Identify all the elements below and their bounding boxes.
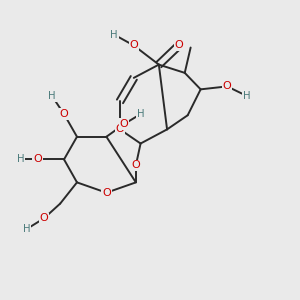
Text: H: H bbox=[17, 154, 25, 164]
Text: O: O bbox=[175, 40, 183, 50]
Text: O: O bbox=[223, 81, 232, 92]
Text: O: O bbox=[131, 160, 140, 170]
Text: H: H bbox=[23, 224, 31, 234]
Text: O: O bbox=[116, 124, 124, 134]
Text: O: O bbox=[120, 119, 128, 129]
Text: O: O bbox=[40, 213, 48, 223]
Text: O: O bbox=[102, 188, 111, 198]
Text: H: H bbox=[49, 92, 56, 101]
Text: H: H bbox=[243, 91, 250, 101]
Text: O: O bbox=[129, 40, 138, 50]
Text: O: O bbox=[60, 109, 68, 119]
Text: H: H bbox=[110, 30, 118, 40]
Text: H: H bbox=[137, 109, 144, 119]
Text: O: O bbox=[33, 154, 42, 164]
